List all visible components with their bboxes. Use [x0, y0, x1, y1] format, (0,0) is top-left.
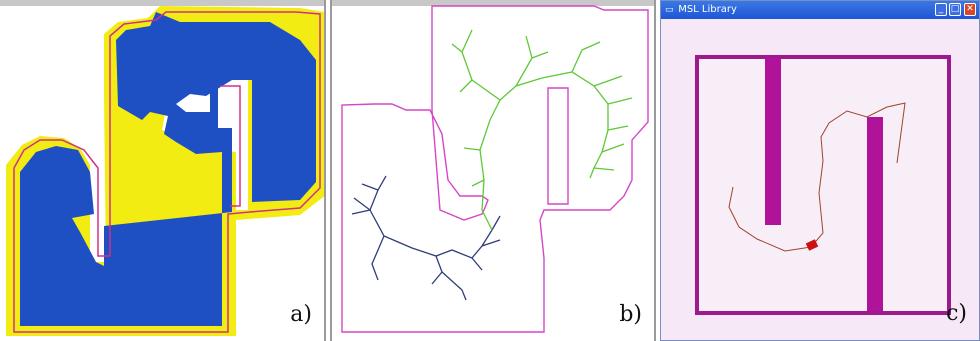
maximize-icon[interactable]: □: [949, 3, 961, 16]
minimize-icon[interactable]: _: [935, 3, 947, 16]
workspace-frame: [695, 55, 951, 315]
window-icon: ▭: [665, 5, 674, 15]
window-title: MSL Library: [678, 4, 737, 15]
inner-boundary-line: [220, 85, 241, 207]
panel-b-label: b): [619, 302, 642, 327]
inner-slot-outline: [547, 87, 569, 205]
close-icon[interactable]: ✕: [964, 3, 976, 16]
panel-c-msl-window: ▭ MSL Library _ □ ✕ c): [660, 0, 980, 341]
workspace-outline: [341, 5, 649, 333]
simulation-canvas: [695, 55, 951, 315]
panel-c-label: c): [946, 301, 967, 326]
left-pillar-obstacle: [765, 57, 781, 225]
workspace-boundary-line: [13, 11, 321, 333]
panel-a-top-border: [0, 0, 324, 6]
panel-a-configuration-space: a): [0, 0, 326, 341]
rrt-tree-map: [341, 5, 649, 333]
start-tree: [351, 175, 501, 301]
goal-tree: [451, 29, 633, 231]
panel-a-label: a): [290, 302, 312, 327]
robot-marker: [805, 239, 819, 251]
window-titlebar: ▭ MSL Library _ □ ✕: [661, 1, 979, 19]
right-pillar-obstacle: [867, 117, 883, 311]
configuration-space-map: [6, 6, 324, 336]
configuration-obstacle-left: [20, 12, 316, 326]
panel-b-rrt-trees: b): [330, 0, 656, 341]
panel-b-top-border: [332, 0, 654, 6]
robot-path: [728, 102, 906, 252]
